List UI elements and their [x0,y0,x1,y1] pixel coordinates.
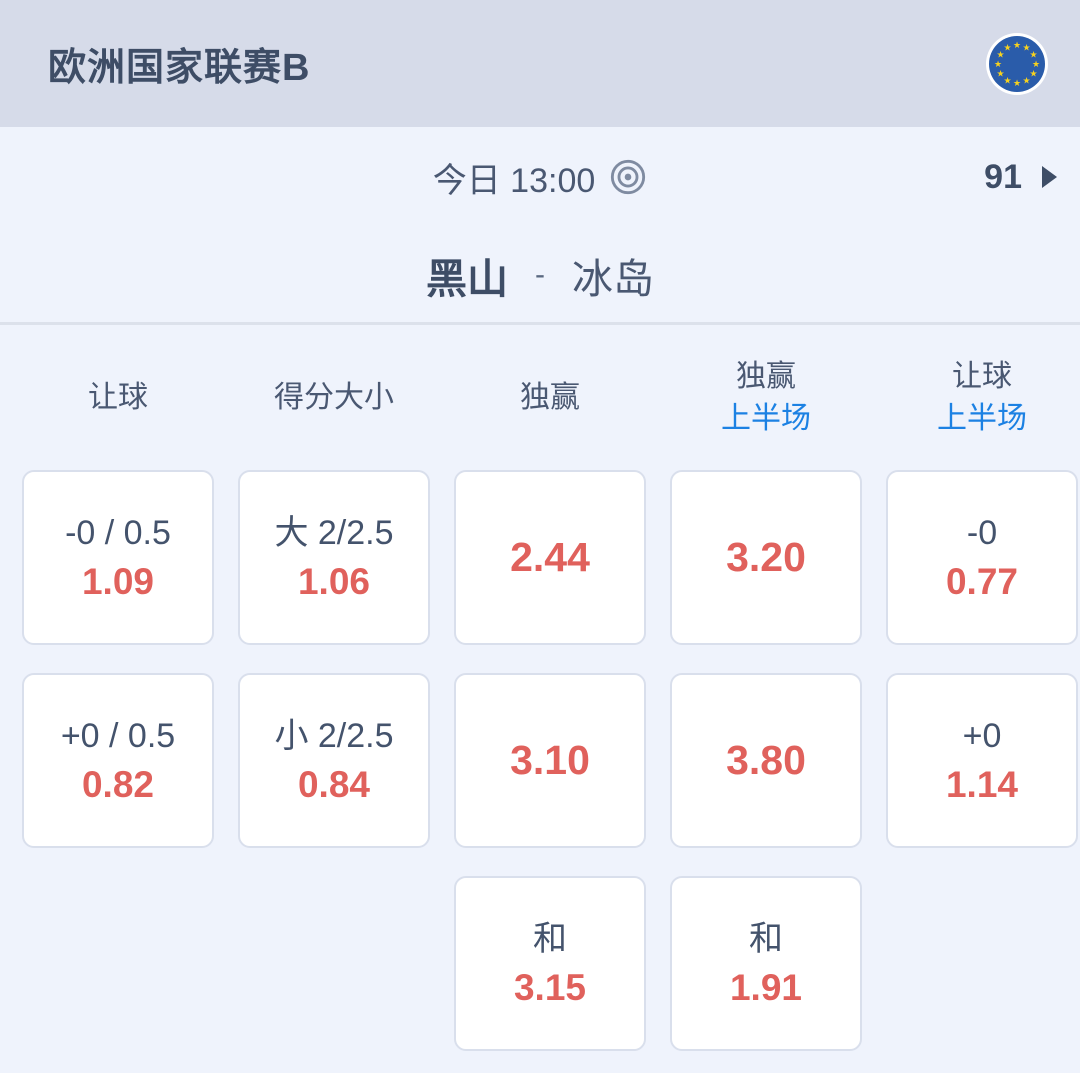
odds-value: 1.14 [945,763,1018,805]
odds-card-moneyline-home[interactable]: 2.44 [454,470,646,645]
odds-line: 小 2/2.5 [274,716,394,755]
svg-text:★: ★ [1022,76,1030,86]
odds-value: 1.91 [729,966,802,1008]
odds-grid: -0 / 0.5 1.09 大 2/2.5 1.06 2.44 3.20 -0 … [22,470,1078,1051]
odds-card-moneyline-away[interactable]: 3.10 [454,673,646,848]
odds-value: 3.15 [513,966,586,1008]
odds-line: -0 / 0.5 [65,513,171,552]
odds-card-moneyline-1h-away[interactable]: 3.80 [670,673,862,848]
svg-text:★: ★ [1032,60,1040,70]
odds-value: 1.09 [81,560,154,602]
svg-text:★: ★ [1029,50,1037,60]
away-team-name: 冰岛 [572,255,654,302]
column-header-moneyline: 独赢 [454,377,646,419]
odds-line: -0 [966,513,998,552]
odds-value: 3.80 [726,737,806,783]
column-header-line1: 让球 [88,380,148,414]
column-header-handicap-first-half: 让球 上半场 [886,356,1078,440]
odds-value: 0.84 [297,763,370,805]
chevron-right-icon [1042,166,1057,188]
odds-section: 让球 得分大小 独赢 独赢 上半场 让球 上半场 -0 / 0.5 1.09 大… [0,325,1080,1051]
odds-card-under[interactable]: 小 2/2.5 0.84 [238,673,430,848]
svg-text:★: ★ [1022,43,1030,53]
svg-text:★: ★ [1003,43,1011,53]
column-header-line1: 得分大小 [274,380,394,414]
svg-text:★: ★ [1013,41,1021,51]
column-header-moneyline-first-half: 独赢 上半场 [670,356,862,440]
eu-flag-icon: ★ ★ ★ ★ ★ ★ ★ ★ ★ ★ ★ ★ [985,32,1049,96]
match-header: 今日 13:00 91 黑山 - 冰岛 [0,127,1080,322]
odds-line: 和 [533,919,567,958]
svg-text:★: ★ [994,60,1002,70]
column-header-line2: 上半场 [721,401,811,435]
teams-row: 黑山 - 冰岛 [0,227,1080,322]
odds-line: +0 [962,716,1002,755]
match-time: 今日 13:00 [432,161,596,200]
column-header-over-under: 得分大小 [238,377,430,419]
svg-text:★: ★ [996,50,1004,60]
column-header-line2: 上半场 [937,401,1027,435]
odds-card-handicap-home[interactable]: -0 / 0.5 1.09 [22,470,214,645]
column-header-line1: 让球 [952,359,1012,393]
team-separator: - [535,257,545,291]
odds-card-over[interactable]: 大 2/2.5 1.06 [238,470,430,645]
svg-text:★: ★ [1029,69,1037,79]
column-header-line1: 独赢 [520,380,580,414]
section-divider [0,322,1080,325]
odds-value: 1.06 [297,560,370,602]
svg-text:★: ★ [1003,76,1011,86]
odds-value: 3.10 [510,737,590,783]
match-time-row: 今日 13:00 91 [0,127,1080,227]
odds-value: 2.44 [510,534,590,580]
odds-line: 和 [749,919,783,958]
odds-value: 0.77 [945,560,1018,602]
odds-line: +0 / 0.5 [60,716,176,755]
more-markets-button[interactable]: 91 [984,127,1057,227]
odds-card-moneyline-1h-home[interactable]: 3.20 [670,470,862,645]
svg-text:★: ★ [996,69,1004,79]
home-team-name: 黑山 [426,255,508,302]
odds-value: 3.20 [726,534,806,580]
svg-text:★: ★ [1013,79,1021,89]
league-title: 欧洲国家联赛B [48,47,311,89]
odds-value: 0.82 [81,763,154,805]
column-header-handicap: 让球 [22,377,214,419]
column-header-line1: 独赢 [736,359,796,393]
odds-card-moneyline-draw[interactable]: 和 3.15 [454,876,646,1051]
odds-card-handicap-1h-home[interactable]: -0 0.77 [886,470,1078,645]
odds-card-moneyline-1h-draw[interactable]: 和 1.91 [670,876,862,1051]
market-column-headers: 让球 得分大小 独赢 独赢 上半场 让球 上半场 [22,325,1058,470]
odds-card-handicap-away[interactable]: +0 / 0.5 0.82 [22,673,214,848]
league-header-bar: 欧洲国家联赛B ★ ★ ★ ★ ★ ★ ★ ★ ★ ★ ★ ★ [0,0,1080,127]
bullseye-icon [609,158,647,196]
odds-card-handicap-1h-away[interactable]: +0 1.14 [886,673,1078,848]
odds-line: 大 2/2.5 [274,513,394,552]
market-count: 91 [984,157,1022,196]
